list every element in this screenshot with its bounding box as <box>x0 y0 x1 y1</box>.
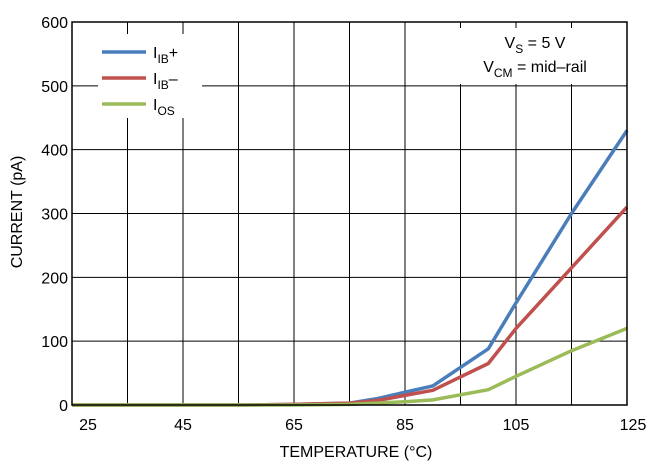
grid <box>72 22 627 405</box>
x-tick-label: 65 <box>285 417 303 434</box>
y-tick-label: 500 <box>41 79 68 96</box>
y-tick-label: 0 <box>59 398 68 415</box>
y-tick-labels: 0 100 200 300 400 500 600 <box>41 15 68 415</box>
x-tick-label: 125 <box>620 417 647 434</box>
legend: IIB+ IIB– IOS <box>98 34 202 118</box>
x-tick-label: 45 <box>174 417 192 434</box>
y-tick-label: 400 <box>41 143 68 160</box>
y-tick-label: 300 <box>41 207 68 224</box>
y-tick-label: 100 <box>41 334 68 351</box>
annotation-line: VCM = mid–rail <box>483 59 587 80</box>
x-tick-label: 85 <box>396 417 414 434</box>
plot-frame <box>71 21 628 406</box>
y-tick-label: 200 <box>41 270 68 287</box>
legend-label: IOS <box>153 97 175 118</box>
y-tick-label: 600 <box>41 15 68 32</box>
annotation-line: VS = 5 V <box>505 35 566 56</box>
annotation-background <box>452 28 618 84</box>
condition-annotation: VS = 5 V VCM = mid–rail <box>452 28 618 84</box>
x-tick-label: 25 <box>79 417 97 434</box>
x-axis-label: TEMPERATURE (°C) <box>280 444 433 461</box>
x-tick-labels: 25 45 65 85 105 125 <box>79 417 646 434</box>
y-axis-label: CURRENT (pA) <box>9 156 26 269</box>
x-tick-label: 105 <box>503 417 530 434</box>
legend-label: IIB– <box>153 71 178 92</box>
legend-label: IIB+ <box>153 45 178 66</box>
